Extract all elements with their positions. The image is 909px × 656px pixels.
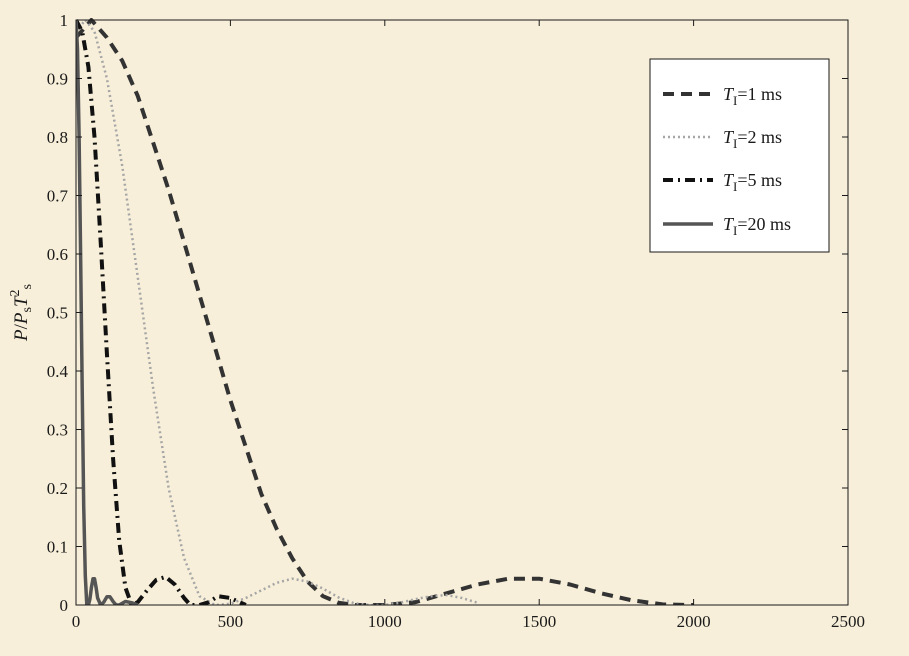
y-label-p: P [11,329,32,342]
legend: TI=1 ms TI=2 ms TI=5 ms TI=20 ms [649,58,830,253]
y-tick-label-0.3: 0.3 [47,421,68,440]
y-tick-label-0.7: 0.7 [47,187,69,206]
legend-label-1: TI=1 ms [723,84,782,108]
y-label-p2: P [11,312,32,325]
tick-label-layer: 0 500 1000 1500 2000 2500 0 0.1 0.2 0.3 0.4 0.5 0.6 0… [47,11,865,631]
series-layer [76,18,694,605]
x-tick-label-2500: 2500 [831,612,865,631]
y-tick-label-1: 1 [60,11,69,30]
series-line-3 [76,19,247,605]
legend-box [649,58,830,253]
x-tick-label-2000: 2000 [677,612,711,631]
y-tick-label-0.8: 0.8 [47,128,68,147]
y-label-slash: / [11,323,32,329]
legend-label-4: TI=20 ms [723,214,791,238]
y-tick-label-0.5: 0.5 [47,304,68,323]
y-tick-label-0: 0 [60,596,69,615]
y-tick-label-0.2: 0.2 [47,479,68,498]
y-axis-label: P/PsT2s [8,284,35,342]
x-tick-label-1500: 1500 [522,612,556,631]
x-tick-label-0: 0 [72,612,81,631]
y-label-sub-s2: s [20,284,35,289]
series-line-4 [76,19,139,605]
legend-label-3: TI=5 ms [723,170,782,194]
x-tick-label-500: 500 [218,612,244,631]
y-label-sup-2: 2 [8,289,23,296]
x-tick-label-1000: 1000 [368,612,402,631]
y-tick-label-0.9: 0.9 [47,70,68,89]
y-label-t: T [11,295,32,307]
y-label-sub-s: s [20,307,35,312]
tick-layer [75,19,849,606]
series-line-1 [76,18,694,605]
legend-label-2: TI=2 ms [723,127,782,151]
y-tick-label-0.6: 0.6 [47,245,68,264]
y-tick-label-0.1: 0.1 [47,538,68,557]
series-line-2 [76,18,478,605]
y-tick-label-0.4: 0.4 [47,362,69,381]
